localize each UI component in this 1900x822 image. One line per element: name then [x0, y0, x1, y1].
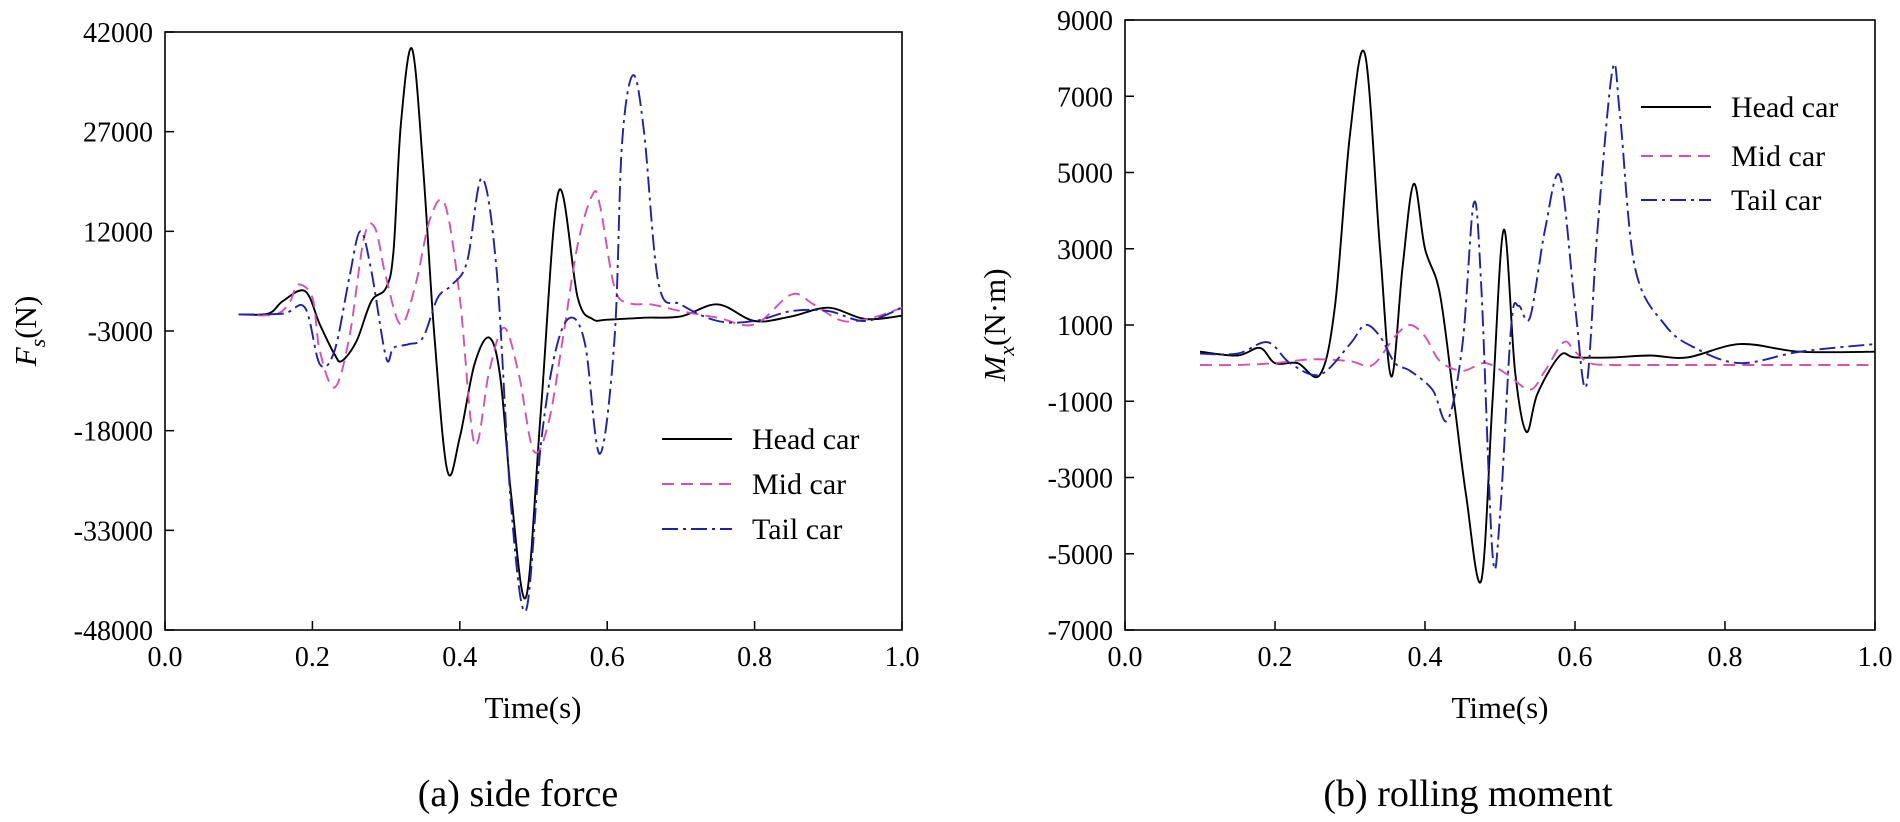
- x-tick-label: 1.0: [885, 642, 920, 673]
- series-line-head-car: [1199, 49, 1876, 584]
- x-tick-label: 0.2: [295, 642, 330, 673]
- y-tick-label: 12000: [83, 217, 153, 248]
- x-tick-label: 1.0: [1858, 642, 1893, 673]
- y-tick-label: 9000: [1057, 6, 1113, 37]
- legend: Head car Mid car Tail car: [1641, 91, 1838, 217]
- x-tick-label: 0.0: [148, 642, 183, 673]
- y-tick-label: 5000: [1057, 159, 1113, 190]
- x-tick-label: 0.8: [1708, 642, 1743, 673]
- series-line-mid-car: [1199, 324, 1875, 391]
- y-tick-label: 1000: [1057, 311, 1113, 342]
- y-tick-label: 3000: [1057, 235, 1113, 266]
- y-tick-label: -18000: [74, 417, 153, 448]
- x-axis-title: Time(s): [484, 690, 581, 725]
- y-axis-title: Mx(N·m): [977, 268, 1019, 382]
- x-tick-label: 0.6: [1558, 642, 1593, 673]
- series-group: [1199, 49, 1876, 584]
- y-ticks: 42000 27000 12000 -3000 -18000 -33000 -48000: [74, 18, 174, 647]
- series-line-head-car: [238, 47, 903, 600]
- x-ticks: 0.0 0.2 0.4 0.6 0.8 1.0: [148, 621, 920, 673]
- legend-label-tail-car: Tail car: [752, 513, 842, 546]
- legend-label-mid-car: Mid car: [1731, 140, 1825, 173]
- series-group: [238, 47, 903, 613]
- y-tick-label: 7000: [1057, 82, 1113, 113]
- y-tick-label: -1000: [1048, 387, 1113, 418]
- y-tick-label: -48000: [74, 616, 153, 647]
- legend-label-tail-car: Tail car: [1731, 184, 1821, 217]
- y-tick-label: -5000: [1048, 540, 1113, 571]
- x-axis-title: Time(s): [1451, 690, 1548, 725]
- legend: Head car Mid car Tail car: [662, 423, 859, 546]
- y-tick-label: 27000: [83, 118, 153, 149]
- caption-side-force: (a) side force: [418, 773, 618, 815]
- legend-label-mid-car: Mid car: [752, 468, 846, 501]
- caption-rolling-moment: (b) rolling moment: [1323, 773, 1613, 815]
- legend-label-head-car: Head car: [1731, 91, 1838, 124]
- x-tick-label: 0.4: [442, 642, 477, 673]
- y-tick-label: -3000: [1048, 464, 1113, 495]
- series-line-mid-car: [238, 189, 903, 454]
- y-tick-label: 42000: [83, 18, 153, 49]
- x-tick-label: 0.8: [737, 642, 772, 673]
- series-line-tail-car: [1199, 62, 1876, 571]
- y-tick-label: -3000: [88, 317, 153, 348]
- x-ticks: 0.0 0.2 0.4 0.6 0.8 1.0: [1108, 621, 1893, 673]
- y-tick-label: -7000: [1048, 616, 1113, 647]
- x-tick-label: 0.6: [590, 642, 625, 673]
- y-axis-title: Fs(N): [8, 296, 50, 368]
- x-tick-label: 0.0: [1108, 642, 1143, 673]
- chart-side-force: 0.0 0.2 0.4 0.6 0.8 1.0 42000 27000 12000 -3000 -…: [8, 18, 920, 725]
- x-tick-label: 0.4: [1408, 642, 1443, 673]
- y-ticks: 9000 7000 5000 3000 1000 -1000 -3000 -5000 -7000: [1048, 6, 1134, 647]
- y-tick-label: -33000: [74, 516, 153, 547]
- chart-rolling-moment: 0.0 0.2 0.4 0.6 0.8 1.0 9000 7000 5000 3000 1000 -…: [977, 6, 1893, 725]
- legend-label-head-car: Head car: [752, 423, 859, 456]
- x-tick-label: 0.2: [1258, 642, 1293, 673]
- series-line-tail-car: [238, 74, 903, 613]
